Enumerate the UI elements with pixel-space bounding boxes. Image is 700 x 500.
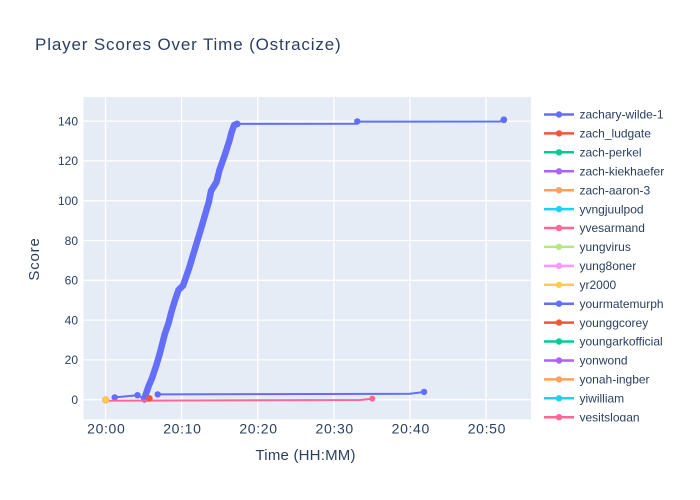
svg-text:20:10: 20:10 [163, 421, 201, 437]
svg-text:zachary-wilde-1: zachary-wilde-1 [580, 108, 664, 122]
svg-text:120: 120 [58, 154, 78, 168]
svg-text:20:30: 20:30 [316, 421, 354, 437]
svg-text:yonwond: yonwond [580, 354, 628, 368]
svg-text:yvesarmand: yvesarmand [580, 221, 645, 235]
svg-text:yungvirus: yungvirus [580, 240, 631, 254]
svg-text:yung8oner: yung8oner [580, 259, 637, 273]
svg-text:yvngjuulpod: yvngjuulpod [580, 202, 644, 216]
svg-text:zach-perkel: zach-perkel [580, 146, 642, 160]
svg-text:zach-aaron-3: zach-aaron-3 [580, 183, 651, 197]
svg-text:zach_ludgate: zach_ludgate [580, 127, 652, 141]
svg-text:zach-kiekhaefer: zach-kiekhaefer [580, 165, 665, 179]
svg-text:younggcorey: younggcorey [580, 316, 649, 330]
svg-text:20:20: 20:20 [239, 421, 277, 437]
svg-text:yonah-ingber: yonah-ingber [580, 373, 650, 387]
svg-text:140: 140 [58, 114, 78, 128]
svg-text:20:40: 20:40 [392, 421, 430, 437]
svg-text:Player Scores Over Time (Ostra: Player Scores Over Time (Ostracize) [35, 35, 342, 54]
svg-text:yesitslogan: yesitslogan [580, 410, 640, 424]
svg-text:Time (HH:MM): Time (HH:MM) [256, 447, 356, 464]
svg-text:yr2000: yr2000 [580, 278, 617, 292]
svg-text:100: 100 [58, 194, 78, 208]
svg-text:20: 20 [65, 353, 79, 367]
svg-text:20:50: 20:50 [468, 421, 506, 437]
svg-text:yiwilliam: yiwilliam [580, 392, 625, 406]
svg-text:yourmatemurph: yourmatemurph [580, 297, 664, 311]
svg-text:40: 40 [65, 313, 79, 327]
svg-text:youngarkofficial: youngarkofficial [580, 335, 663, 349]
svg-text:Score: Score [26, 237, 43, 280]
svg-text:60: 60 [65, 274, 79, 288]
svg-text:80: 80 [65, 234, 79, 248]
svg-text:20:00: 20:00 [87, 421, 125, 437]
svg-text:0: 0 [71, 393, 78, 407]
